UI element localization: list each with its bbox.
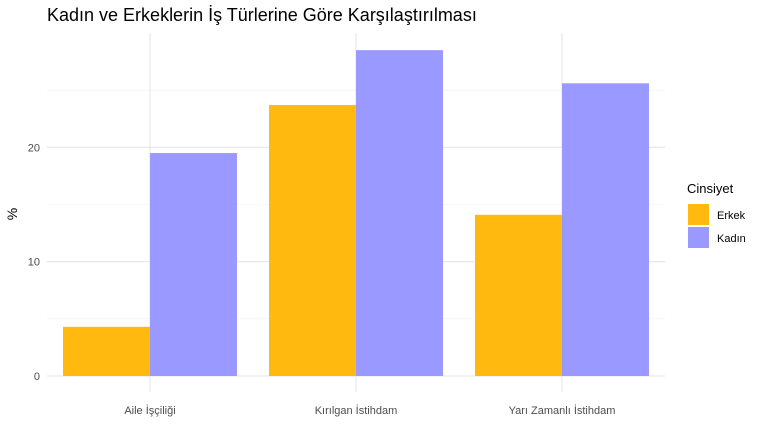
- y-tick-label: 10: [28, 257, 40, 269]
- legend-title: Cinsiyet: [687, 181, 734, 196]
- bars: [63, 50, 649, 376]
- legend-swatch-kadin: [688, 227, 709, 248]
- y-tick-label: 20: [28, 142, 40, 154]
- x-axis-ticks: Aile İşçiliği Kırılgan İstihdam Yarı Zaman…: [124, 404, 615, 417]
- y-axis-label: %: [4, 208, 20, 220]
- legend-items: Erkek Kadın: [688, 204, 746, 248]
- legend: Cinsiyet Erkek Kadın: [687, 181, 746, 248]
- legend-swatch-erkek: [688, 204, 709, 225]
- bar-erkek-2: [475, 214, 562, 376]
- legend-label-kadin: Kadın: [717, 233, 746, 245]
- bar-kadin-1: [356, 50, 443, 376]
- bar-kadin-0: [150, 153, 237, 376]
- y-tick-label: 0: [34, 371, 40, 383]
- x-tick-label: Kırılgan İstihdam: [315, 404, 398, 417]
- x-tick-label: Aile İşçiliği: [124, 404, 175, 417]
- bar-kadin-2: [562, 83, 649, 376]
- x-tick-label: Yarı Zamanlı İstihdam: [509, 404, 616, 417]
- y-axis-ticks: 0 10 20: [28, 142, 40, 383]
- legend-label-erkek: Erkek: [717, 210, 746, 222]
- chart-title: Kadın ve Erkeklerin İş Türlerine Göre Ka…: [47, 5, 477, 25]
- bar-erkek-0: [63, 326, 150, 376]
- bar-erkek-1: [269, 105, 356, 376]
